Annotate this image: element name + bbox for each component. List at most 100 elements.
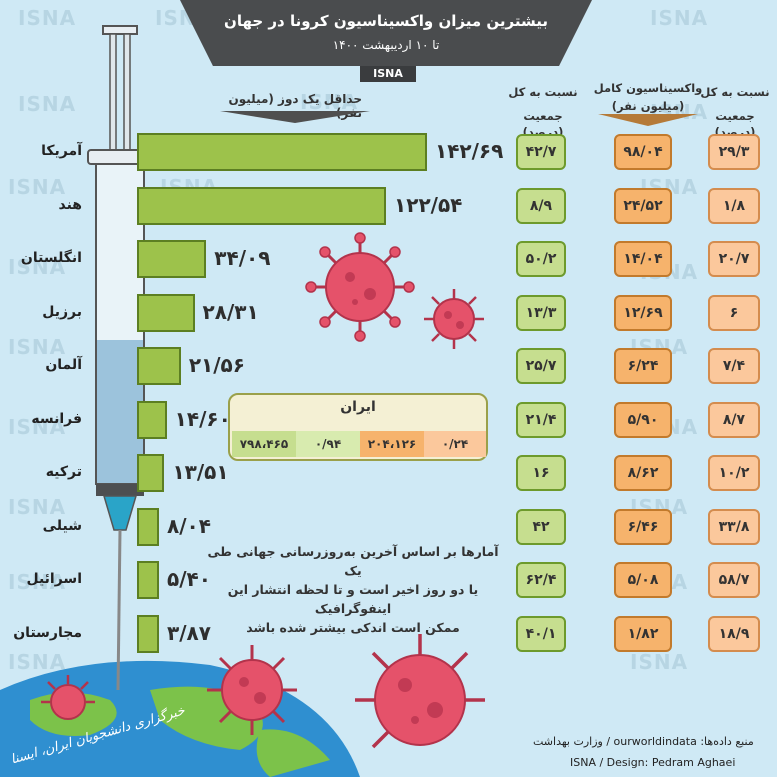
bar-one-dose	[137, 507, 159, 546]
cell-pct-one-dose: ۴۰/۱	[516, 615, 566, 652]
bar-value-label: ۱۲۲/۵۴	[394, 192, 463, 217]
watermark-text: ISNA	[8, 495, 67, 519]
country-label: فرانسه	[31, 410, 82, 427]
pct-full-header-line1: نسبت به کل	[700, 85, 770, 99]
country-label: مجارستان	[13, 624, 82, 641]
cell-pct-one-dose: ۵۰/۲	[516, 241, 566, 277]
cell-full-vaccination: ۵/۰۸	[614, 562, 672, 598]
full-vaccination-header: واکسیناسیون کامل (میلیون نفر)	[592, 80, 704, 114]
cell-pct-one-dose: ۴۲/۷	[516, 134, 566, 170]
country-label: آلمان	[45, 357, 82, 373]
cell-full-vaccination: ۱۴/۰۴	[614, 241, 672, 277]
bar-value-label: ۸/۰۴	[167, 513, 211, 538]
cell-pct-full: ۲۹/۳	[708, 134, 760, 170]
watermark-text: ISNA	[630, 650, 689, 674]
watermark-text: ISNA	[650, 6, 709, 30]
country-label: هند	[58, 196, 82, 213]
watermark-text: ISNA	[8, 175, 67, 199]
cell-full-vaccination: ۲۴/۵۲	[614, 187, 672, 224]
watermark-text: ISNA	[8, 650, 67, 674]
bar-one-dose	[137, 454, 165, 492]
country-label: آمریکا	[41, 143, 82, 159]
cell-full-vaccination: ۶/۲۴	[614, 348, 672, 384]
bar-value-label: ۲۸/۳۱	[202, 299, 259, 324]
isna-badge: ISNA	[360, 66, 416, 82]
iran-full: ۲۰۴،۱۲۶	[360, 431, 424, 457]
bar-one-dose	[137, 240, 207, 278]
bar-value-label: ۳۴/۰۹	[214, 246, 271, 270]
syringe-illustration	[87, 25, 153, 691]
cell-full-vaccination: ۱/۸۲	[614, 615, 672, 652]
cell-pct-one-dose: ۱۶	[516, 455, 566, 491]
page-title: بیشترین میزان واکسیناسیون کرونا در جهان	[224, 12, 548, 30]
bar-value-label: ۱۴۲/۶۹	[435, 139, 504, 163]
cell-pct-full: ۵۸/۷	[708, 562, 760, 598]
iran-one-dose: ۷۹۸،۴۶۵	[232, 431, 296, 457]
pct-full-header: نسبت به کل جمعیت (درصد)	[700, 84, 770, 140]
note-line-1: آمارها بر اساس آخرین به‌روزرسانی جهانی ط…	[207, 544, 499, 578]
design-credit: ISNA / Design: Pedram Aghaei	[570, 756, 736, 769]
pct-one-dose-header-line1: نسبت به کل	[508, 85, 578, 99]
note-line-3: ممکن است اندکی بیشتر شده باشد	[246, 620, 460, 635]
cell-pct-full: ۲۰/۷	[708, 241, 760, 277]
header-banner: بیشترین میزان واکسیناسیون کرونا در جهان …	[180, 0, 592, 66]
bar-one-dose	[137, 400, 167, 439]
cell-pct-one-dose: ۶۲/۴	[516, 562, 566, 598]
data-source: منبع داده‌ها: ourworldindata / وزارت بهد…	[533, 735, 754, 748]
cell-full-vaccination: ۶/۴۶	[614, 508, 672, 545]
country-label: انگلستان	[20, 250, 82, 266]
virus-icon-small	[424, 289, 484, 349]
bar-value-label: ۱۳/۵۱	[172, 460, 229, 484]
virus-icon-globe	[41, 675, 95, 720]
country-label: اسرائیل	[26, 571, 82, 587]
bar-one-dose	[137, 186, 387, 225]
cell-pct-one-dose: ۴۲	[516, 508, 566, 545]
cell-pct-full: ۸/۷	[708, 401, 760, 438]
bar-value-label: ۳/۸۷	[167, 620, 211, 645]
page-subtitle: تا ۱۰ اردیبهشت ۱۴۰۰	[332, 38, 440, 52]
cell-full-vaccination: ۵/۹۰	[614, 401, 672, 438]
disclaimer-note: آمارها بر اساس آخرین به‌روزرسانی جهانی ط…	[205, 542, 501, 637]
watermark-text: ISNA	[8, 415, 67, 439]
full-header-line2: (میلیون نفر)	[611, 99, 685, 113]
full-header-line1: واکسیناسیون کامل	[593, 81, 703, 95]
iran-one-dose-pct: ۰/۹۴	[296, 431, 360, 457]
bar-one-dose	[137, 347, 181, 385]
virus-icon-bottom-left	[207, 645, 297, 735]
pct-one-dose-header: نسبت به کل جمعیت (درصد)	[508, 84, 578, 140]
cell-pct-one-dose: ۱۳/۳	[516, 294, 566, 331]
note-line-2: یا دو روز اخیر است و تا لحظه انتشار این …	[227, 582, 479, 616]
cell-pct-full: ۳۳/۸	[708, 508, 760, 545]
cell-pct-full: ۶	[708, 294, 760, 331]
bar-one-dose	[137, 133, 427, 171]
bar-one-dose	[137, 293, 195, 332]
iran-full-pct: ۰/۲۴	[424, 431, 486, 457]
bar-value-label: ۱۴/۶۰	[174, 406, 231, 431]
country-label: شیلی	[42, 517, 82, 534]
country-label: برزیل	[42, 303, 82, 320]
cell-full-vaccination: ۱۲/۶۹	[614, 294, 672, 331]
cell-full-vaccination: ۹۸/۰۴	[614, 134, 672, 170]
watermark-text: ISNA	[8, 335, 67, 359]
cell-pct-one-dose: ۲۵/۷	[516, 348, 566, 384]
virus-icon	[305, 232, 415, 342]
cell-pct-full: ۱۸/۹	[708, 615, 760, 652]
cell-pct-full: ۷/۴	[708, 348, 760, 384]
cell-pct-full: ۱۰/۲	[708, 455, 760, 491]
virus-icon-large	[355, 634, 485, 749]
bar-one-dose	[137, 561, 159, 599]
watermark-text: ISNA	[8, 255, 67, 279]
cell-pct-one-dose: ۲۱/۴	[516, 401, 566, 438]
watermark-text: ISNA	[18, 6, 77, 30]
watermark-text: ISNA	[8, 570, 67, 594]
iran-summary-box: ایران ۷۹۸،۴۶۵ ۰/۹۴ ۲۰۴،۱۲۶ ۰/۲۴	[228, 393, 488, 461]
watermark-text: ISNA	[18, 92, 77, 116]
cell-pct-full: ۱/۸	[708, 187, 760, 224]
bar-value-label: ۵/۴۰	[167, 567, 211, 591]
iran-title: ایران	[340, 399, 376, 415]
cell-full-vaccination: ۸/۶۲	[614, 455, 672, 491]
cell-pct-one-dose: ۸/۹	[516, 187, 566, 224]
watermark-text: ISNA	[300, 90, 359, 114]
bar-value-label: ۲۱/۵۶	[188, 353, 245, 377]
country-label: ترکیه	[45, 464, 82, 480]
